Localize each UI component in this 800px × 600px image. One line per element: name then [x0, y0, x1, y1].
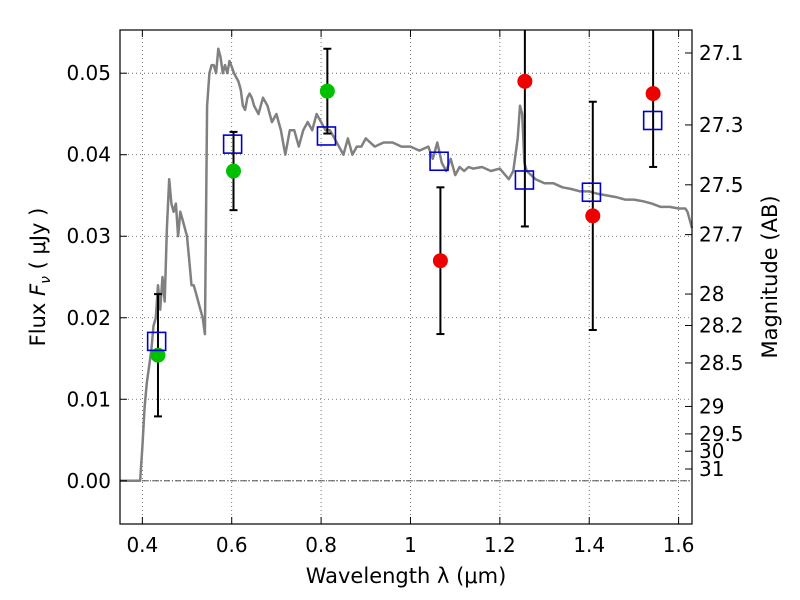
green-data-point	[150, 347, 166, 363]
y2-tick-label: 29	[699, 394, 724, 418]
model-photometry-square	[514, 170, 535, 190]
x-tick-labels: 0.4 0.6 0.8 1 1.2 1.4 1.6	[126, 533, 694, 557]
y-tick-label: 0.02	[66, 306, 111, 330]
model-photometry-square	[146, 331, 167, 352]
x-tick-label: 1.6	[663, 533, 695, 557]
y-tick-label: 0.01	[66, 387, 111, 411]
y-tick-label: 0.04	[66, 143, 111, 167]
y2-tick-label: 27.5	[699, 173, 744, 197]
red-data-point	[432, 253, 448, 269]
plot-frame	[119, 29, 693, 525]
axis-ticks	[120, 30, 692, 524]
y2-tick-label: 27.3	[699, 113, 744, 137]
x-tick-label: 0.8	[305, 533, 337, 557]
model-photometry-square	[222, 134, 243, 154]
y2-tick-label: 29.5	[699, 422, 744, 446]
x-tick-label: 0.4	[126, 533, 158, 557]
y2-tick-label: 28.2	[699, 313, 744, 337]
model-photometry-square	[429, 151, 449, 172]
y-tick-label: 0.03	[66, 224, 111, 248]
y2-tick-label: 31	[699, 457, 724, 481]
y2-tick-label: 30	[699, 439, 724, 463]
y2-tick-label: 27.7	[699, 223, 744, 247]
y2-tick-label: 27.1	[699, 41, 744, 65]
y-tick-label: 0.00	[66, 469, 111, 493]
model-spectrum-line	[120, 47, 694, 483]
x-tick-label: 1	[404, 533, 417, 557]
x-axis-label: Wavelength λ (μm)	[306, 564, 507, 588]
y-tick-labels: 0.00 0.01 0.02 0.03 0.04 0.05	[66, 61, 111, 493]
y-tick-label: 0.05	[66, 61, 111, 85]
x-tick-label: 1.2	[484, 533, 516, 557]
y2-tick-label: 28	[699, 282, 724, 306]
green-data-point	[319, 83, 335, 99]
model-photometry-square	[581, 182, 602, 203]
plot-background	[120, 30, 692, 524]
y2-axis-label: Magnitude (AB)	[758, 195, 782, 358]
red-data-point	[645, 86, 661, 102]
model-photometry-square	[642, 110, 663, 131]
y2-tick-label: 28.5	[699, 351, 744, 375]
x-tick-label: 1.4	[573, 533, 605, 557]
model-photometry-square	[316, 126, 337, 146]
x-tick-label: 0.6	[216, 533, 248, 557]
y-axis-label: Flux Fν ( μJy )	[26, 208, 54, 347]
model-spectrum	[120, 47, 694, 483]
red-data-point	[517, 73, 533, 89]
green-data-point	[226, 163, 242, 179]
data-markers	[146, 73, 663, 363]
red-data-point	[585, 208, 601, 224]
